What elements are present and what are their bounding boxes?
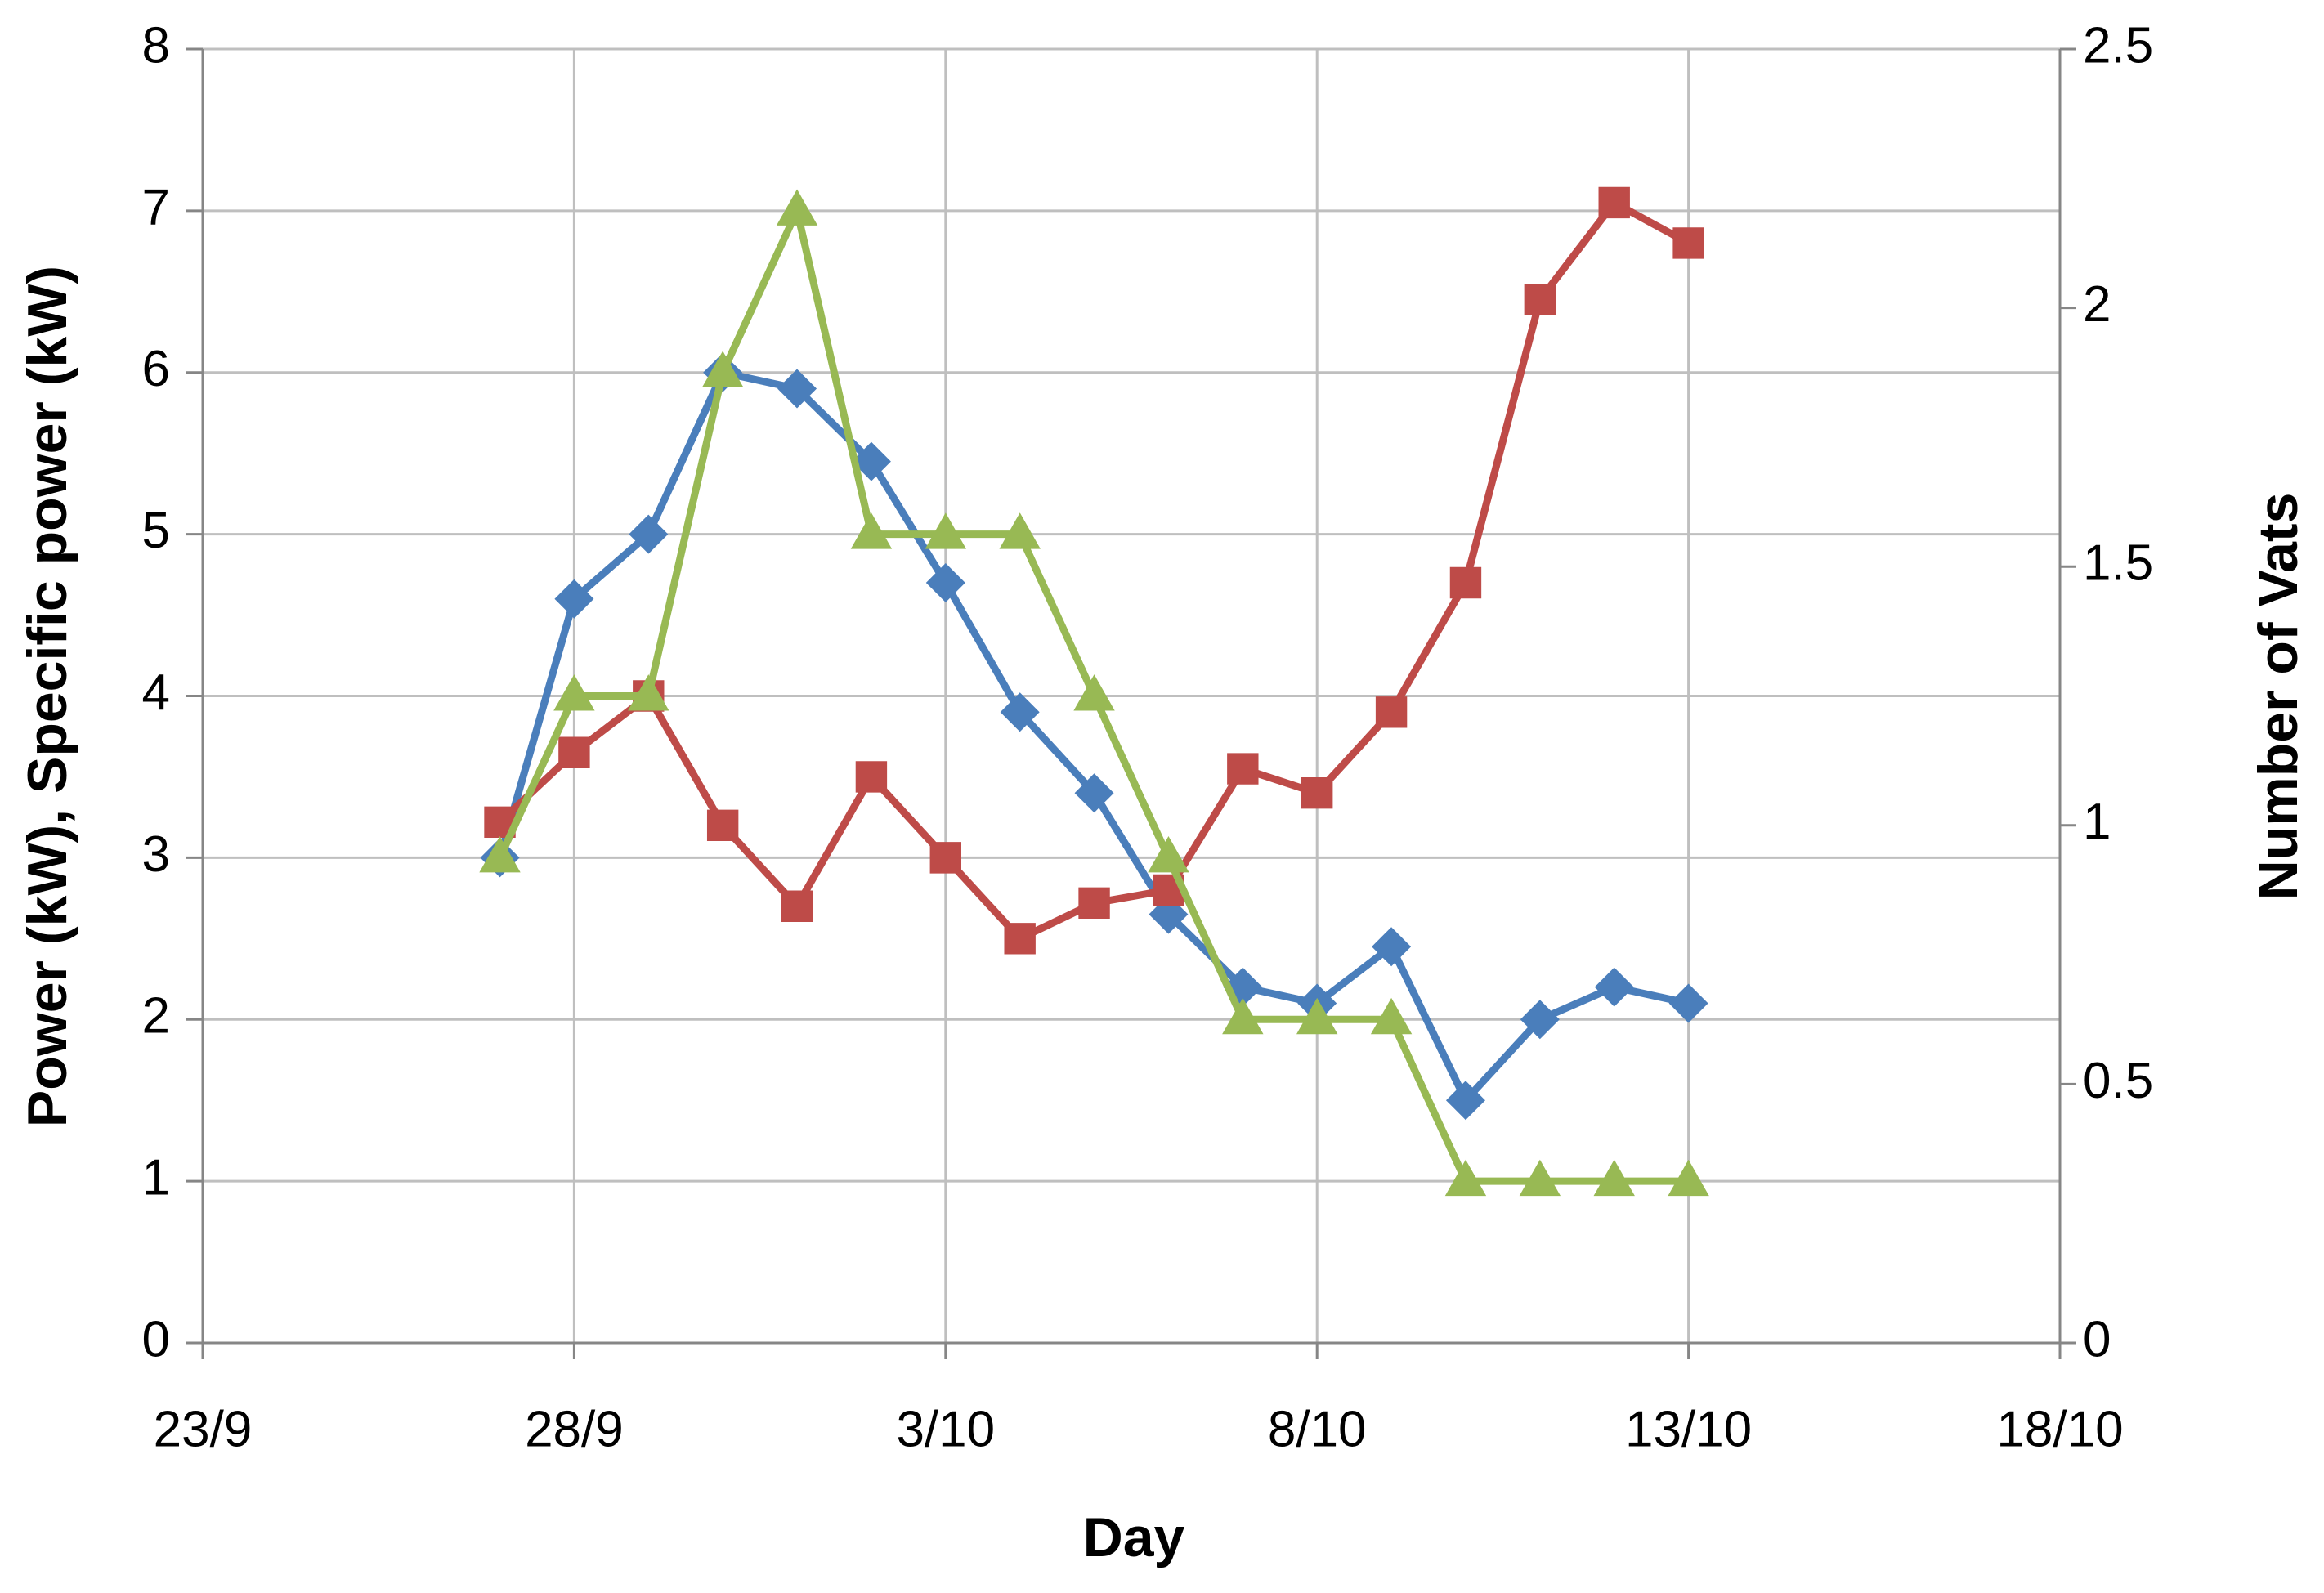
point-marker <box>1148 835 1189 873</box>
point-marker <box>484 806 516 839</box>
point-marker <box>1000 692 1040 732</box>
point-marker <box>1594 967 1634 1007</box>
y-axis-title: Power (kW), Specific power (kW) <box>16 266 78 1127</box>
y2-tick-label: 0 <box>2083 1311 2111 1367</box>
point-marker <box>1301 777 1333 809</box>
point-marker <box>1370 997 1413 1035</box>
point-marker <box>1444 1159 1487 1197</box>
point-marker <box>1668 983 1708 1023</box>
point-marker <box>1227 753 1259 785</box>
point-marker <box>1004 923 1036 955</box>
point-marker <box>929 842 961 874</box>
point-marker <box>776 189 818 226</box>
series-line <box>496 369 1690 1104</box>
point-marker <box>1372 927 1412 967</box>
y-tick-label: 3 <box>142 826 170 883</box>
y-tick-label: 6 <box>142 341 170 397</box>
point-marker <box>558 736 590 768</box>
y-tick-label: 5 <box>142 503 170 559</box>
point-marker <box>554 579 594 619</box>
point-marker <box>1598 186 1630 219</box>
point-marker <box>553 674 595 711</box>
point-marker <box>629 514 669 554</box>
x-tick-label: 13/10 <box>1625 1401 1752 1457</box>
point-marker <box>1519 1159 1561 1197</box>
y2-tick-label: 2 <box>2083 276 2111 333</box>
point-marker <box>1593 1159 1635 1197</box>
point-marker <box>1672 227 1704 259</box>
point-marker <box>850 512 893 549</box>
point-marker <box>479 835 521 873</box>
point-marker <box>851 441 891 481</box>
point-marker <box>1375 696 1408 728</box>
point-marker <box>781 890 813 922</box>
point-marker <box>925 512 966 549</box>
point-marker <box>925 562 965 602</box>
point-marker <box>1074 773 1114 813</box>
x-tick-label: 28/9 <box>525 1401 624 1457</box>
y-tick-label: 2 <box>142 988 170 1045</box>
y-tick-label: 4 <box>142 664 170 721</box>
point-marker <box>855 761 888 793</box>
y2-tick-label: 1.5 <box>2083 535 2153 592</box>
y2-axis-title: Number of Vats <box>2247 493 2309 901</box>
y-tick-label: 0 <box>142 1311 170 1367</box>
point-marker <box>999 512 1041 549</box>
y2-tick-label: 2.5 <box>2083 17 2153 74</box>
x-tick-label: 23/9 <box>154 1401 253 1457</box>
point-marker <box>628 674 669 711</box>
point-marker <box>1296 997 1338 1035</box>
point-marker <box>1222 997 1264 1035</box>
x-axis-title: Day <box>1083 1506 1185 1568</box>
point-marker <box>1078 887 1110 919</box>
x-tick-label: 18/10 <box>1996 1401 2123 1457</box>
point-marker <box>1524 284 1556 315</box>
x-tick-label: 3/10 <box>896 1401 995 1457</box>
point-marker <box>1668 1159 1709 1197</box>
y2-tick-label: 1 <box>2083 794 2111 850</box>
point-marker <box>1073 674 1115 711</box>
point-marker <box>1520 1000 1560 1040</box>
y-tick-label: 1 <box>142 1150 170 1206</box>
x-tick-label: 8/10 <box>1268 1401 1367 1457</box>
y-tick-label: 8 <box>142 17 170 74</box>
point-marker <box>1449 566 1482 599</box>
y2-tick-label: 0.5 <box>2083 1053 2153 1109</box>
point-marker <box>706 809 739 841</box>
point-marker <box>701 351 744 387</box>
point-marker <box>777 369 817 409</box>
y-tick-label: 7 <box>142 179 170 235</box>
point-marker <box>1445 1081 1485 1121</box>
